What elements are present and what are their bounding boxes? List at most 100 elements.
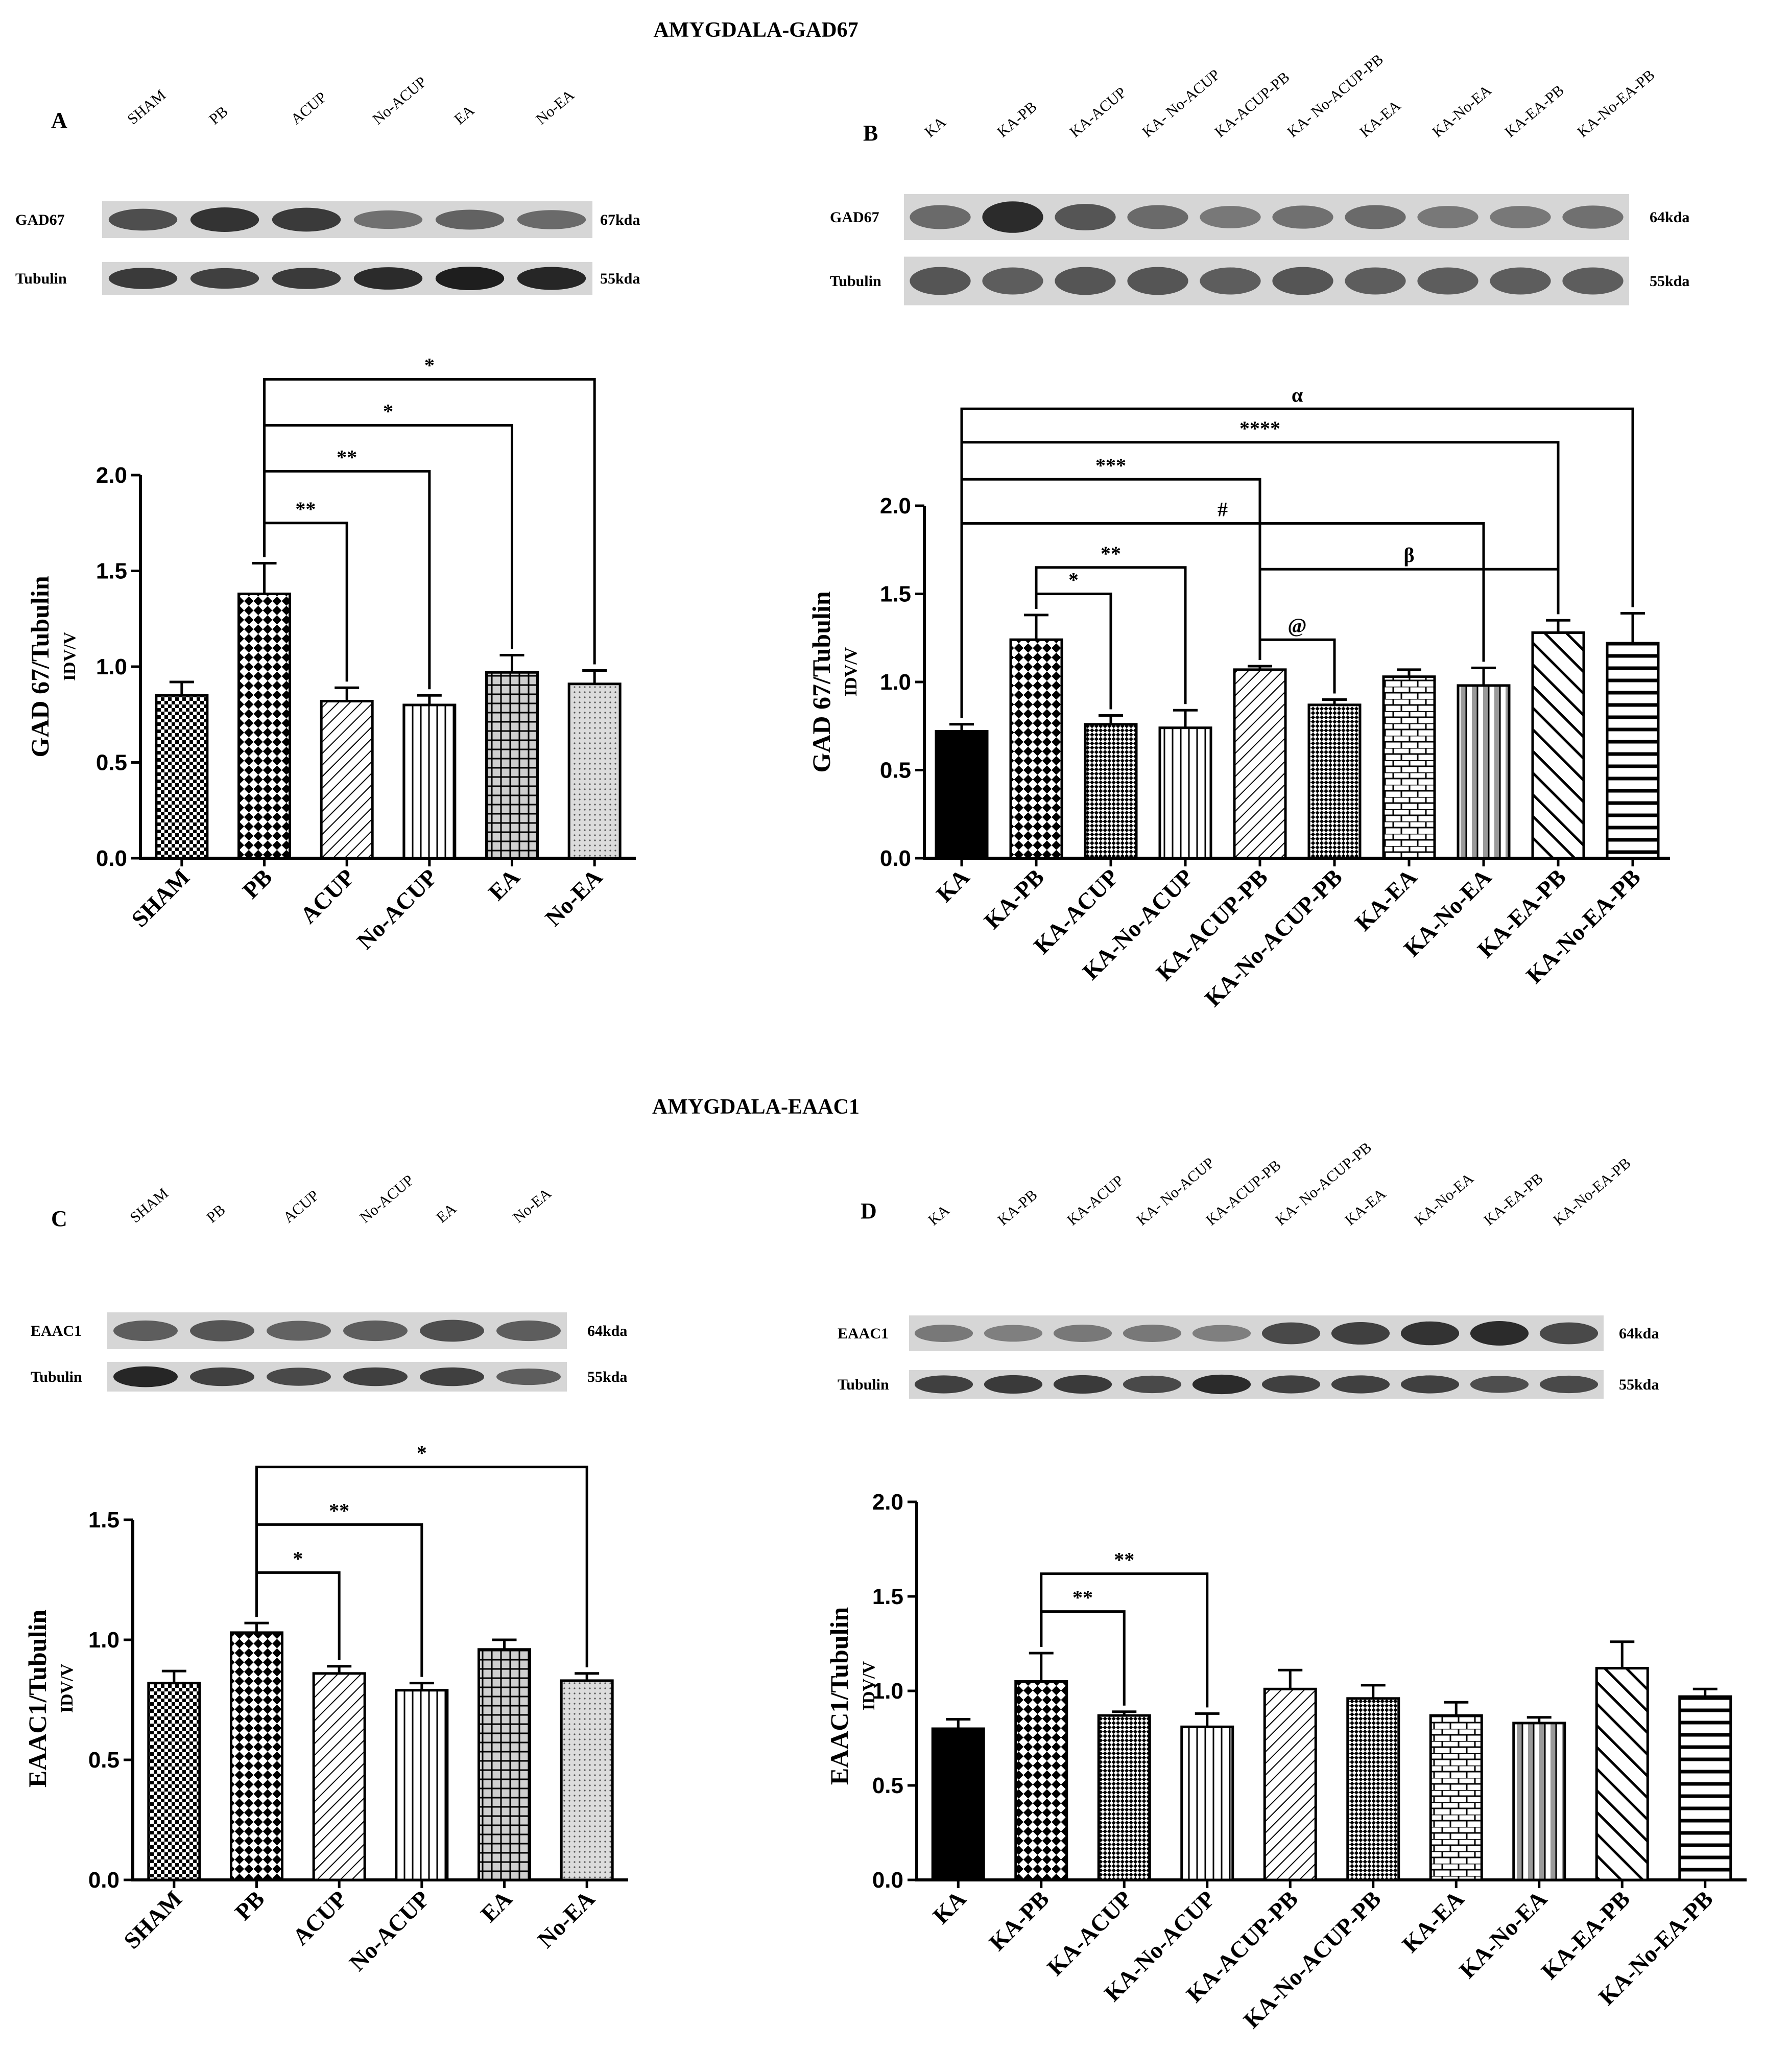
blot-band — [1123, 1375, 1182, 1394]
blot-band — [1417, 206, 1478, 228]
blot-band — [984, 1375, 1043, 1394]
blot-band — [420, 1320, 484, 1342]
blot-row-label: EAAC1 — [838, 1325, 889, 1342]
bar — [1084, 723, 1138, 860]
x-category-label: EA — [483, 864, 524, 905]
x-category-label: KA-No-EA — [1454, 1886, 1552, 1983]
x-category-label: No-EA — [540, 864, 607, 931]
significance-label: * — [424, 354, 435, 377]
significance-label: α — [1292, 383, 1303, 406]
blot-band — [1127, 205, 1188, 229]
significance-label: **** — [1239, 417, 1280, 440]
panel-letter: D — [861, 1198, 877, 1223]
blot-band — [1345, 267, 1406, 295]
y-axis-sublabel: IDV/V — [60, 631, 79, 681]
blot-row-label: Tubulin — [15, 270, 67, 287]
significance-bracket — [1035, 593, 1112, 710]
blot-kda-label: 55kda — [1650, 273, 1689, 290]
x-category-label: SHAM — [126, 864, 195, 932]
bar — [1014, 1680, 1068, 1881]
blot-band — [1053, 1375, 1112, 1394]
x-category-label: No-ACUP — [352, 864, 442, 954]
blot-band — [353, 210, 423, 229]
blot-lane-label: SHAM — [127, 1185, 172, 1226]
blot-kda-label: 64kda — [587, 1323, 627, 1339]
bar — [567, 682, 622, 860]
bar — [237, 593, 291, 860]
significance-bracket — [255, 1466, 588, 1667]
y-axis-sublabel: IDV/V — [58, 1663, 77, 1713]
blot-band — [496, 1320, 561, 1341]
blot-row-label: Tubulin — [31, 1369, 82, 1385]
blot-strip — [102, 262, 592, 295]
blot-band — [343, 1367, 408, 1386]
blot-band — [1539, 1375, 1599, 1394]
bar — [312, 1672, 366, 1881]
panel-letter: B — [863, 121, 878, 146]
significance-label: ** — [1101, 542, 1121, 565]
significance-label: * — [293, 1547, 303, 1570]
section-title-eaac1: AMYGDALA-EAAC1 — [652, 1095, 860, 1119]
significance-label: * — [1068, 569, 1079, 592]
blot-row-label: Tubulin — [830, 273, 881, 290]
bar — [1595, 1667, 1649, 1881]
blot-band — [982, 201, 1043, 233]
bar — [1606, 642, 1660, 860]
significance-bracket — [1258, 638, 1336, 694]
x-category-label: PB — [230, 1886, 270, 1925]
blot-kda-label: 67kda — [600, 211, 640, 228]
blot-band — [1053, 1324, 1112, 1343]
bar — [478, 1648, 531, 1881]
blot-band — [190, 268, 259, 289]
blot-row-label: GAD67 — [15, 211, 65, 228]
x-category-label: No-ACUP — [344, 1886, 435, 1976]
blot-band — [1192, 1374, 1251, 1395]
blot-band — [1055, 267, 1116, 295]
x-category-label: KA — [931, 864, 974, 907]
y-axis-label: GAD 67/Tubulin — [26, 576, 54, 757]
significance-bracket — [960, 522, 1485, 718]
blot-band — [108, 268, 178, 289]
panel-letter: C — [51, 1206, 67, 1231]
y-tick-label: 0.5 — [872, 1773, 903, 1798]
blot-kda-label: 64kda — [1619, 1325, 1659, 1342]
blot-kda-label: 55kda — [587, 1369, 627, 1385]
significance-label: ** — [295, 498, 316, 521]
blot-lane-label: KA-No-EA-PB — [1550, 1155, 1634, 1229]
bar — [395, 1689, 449, 1881]
significance-bracket — [1258, 568, 1560, 660]
blot-band — [1345, 205, 1406, 229]
y-tick-label: 1.0 — [88, 1628, 120, 1653]
blot-band — [1470, 1321, 1529, 1346]
x-category-label: KA-EA — [1397, 1886, 1469, 1958]
blot-lane-label: No-ACUP — [356, 1172, 417, 1227]
significance-label: *** — [1095, 454, 1126, 477]
significance-label: * — [383, 400, 393, 423]
blot-band — [435, 266, 505, 291]
blot-lane-label: KA-ACUP — [1064, 1172, 1127, 1229]
blot-lane-label: KA-No-EA — [1411, 1170, 1477, 1229]
significance-label: ** — [1114, 1548, 1134, 1571]
significance-label: ** — [329, 1499, 349, 1522]
bar — [1382, 675, 1436, 860]
blot-band — [910, 205, 971, 229]
blot-band — [1055, 204, 1116, 230]
blot-lane-label: PB — [203, 1201, 228, 1226]
y-axis-label: EAAC1/Tubulin — [825, 1607, 853, 1785]
blot-band — [1200, 206, 1261, 228]
y-tick-label: 1.5 — [88, 1508, 120, 1533]
panel-b: B KA KA-PB KA-ACUP KA- No-ACUPKA-ACUP-PBKA- … — [807, 51, 1689, 1011]
blot-band — [1261, 1322, 1321, 1345]
blot-strip — [107, 1362, 567, 1392]
significance-bracket — [263, 424, 513, 649]
bar — [1263, 1687, 1317, 1881]
y-tick-label: 0.5 — [96, 750, 127, 775]
blot-kda-label: 55kda — [1619, 1376, 1659, 1393]
panel-d: D KA KA-PB KA-ACUP KA- No-ACUPKA-ACUP-PBKA- … — [825, 1139, 1747, 2033]
bar — [402, 703, 457, 860]
significance-label: @ — [1287, 614, 1306, 637]
blot-lane-label: KA-ACUP — [1066, 84, 1129, 140]
blot-band — [914, 1375, 973, 1394]
